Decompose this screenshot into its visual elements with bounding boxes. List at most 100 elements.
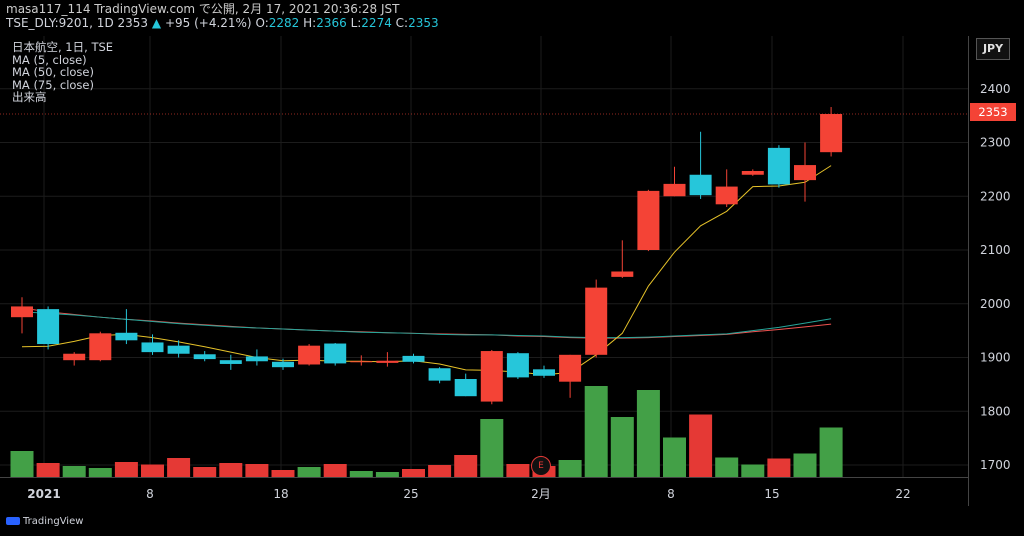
candle-body	[637, 190, 660, 250]
volume-bar	[141, 464, 164, 477]
volume-bar	[114, 462, 138, 477]
time-tick-label: 2月	[531, 487, 551, 501]
volume-bar	[219, 463, 243, 477]
candle-body	[480, 351, 503, 402]
volume-bar	[36, 463, 60, 477]
price-tick-label: 2300	[980, 136, 1011, 150]
close-label: C:	[395, 16, 409, 30]
volume-bar	[558, 460, 582, 477]
volume-bar	[428, 465, 452, 477]
candle-body	[11, 306, 33, 318]
volume-bar	[271, 470, 295, 477]
volume-bar	[689, 414, 713, 477]
volume-bar	[10, 451, 34, 477]
candle-body	[298, 345, 321, 365]
last-price-tag: 2353	[970, 103, 1016, 121]
up-arrow-icon: ▲	[151, 16, 162, 30]
change-value: +95 (+4.21%)	[164, 16, 252, 30]
volume-bar	[167, 458, 191, 477]
candle-body	[272, 361, 294, 368]
candle-body	[167, 345, 190, 354]
time-tick-label: 2021	[27, 487, 60, 501]
volume-bar	[636, 390, 660, 477]
price-tick-label: 1800	[980, 404, 1011, 418]
candle-body	[245, 356, 268, 362]
candle-body	[376, 360, 399, 363]
candle-body	[663, 183, 686, 197]
candle-body	[741, 170, 764, 175]
volume-bar	[62, 466, 86, 477]
candle-body	[193, 354, 216, 360]
close-value: 2353	[408, 16, 439, 30]
candle-body	[219, 360, 242, 364]
price-chart[interactable]: 1700 1800 1900 2000 2100 2200 2300 2400 2021 8 18 2…	[0, 36, 1024, 506]
volume-bar	[506, 464, 530, 477]
candle-body	[611, 271, 634, 277]
price-tick-label: 2200	[980, 189, 1011, 203]
chart-header: masa117_114 TradingView.com で公開, 2月 17, …	[6, 2, 1016, 36]
ma5-line	[21, 165, 832, 376]
publish-line: masa117_114 TradingView.com で公開, 2月 17, …	[6, 2, 400, 16]
candle-body	[715, 186, 738, 205]
tradingview-brand: TradingView	[23, 516, 84, 527]
volume-bar	[323, 464, 347, 477]
volume-bar	[193, 467, 217, 477]
time-tick-label: 8	[146, 487, 154, 501]
candle-body	[506, 353, 529, 378]
tradingview-logo-icon	[6, 517, 20, 525]
volume-bar	[584, 386, 608, 477]
high-label: H:	[303, 16, 317, 30]
price-tick-label: 2000	[980, 297, 1011, 311]
open-value: 2282	[268, 16, 300, 30]
candle-body	[402, 355, 425, 362]
price-tick-label: 1900	[980, 351, 1011, 365]
price-tick-label: 2100	[980, 243, 1011, 257]
ma50-line	[21, 311, 832, 339]
symbol-label: TSE_DLY:9201, 1D 2353	[6, 16, 149, 30]
currency-button[interactable]: JPY	[976, 38, 1010, 60]
candle-body	[767, 147, 790, 185]
candle-body	[37, 309, 60, 345]
open-label: O:	[255, 16, 269, 30]
candle-body	[454, 379, 477, 397]
candle-body	[115, 332, 138, 341]
volume-bar	[245, 464, 269, 477]
legend-ma5[interactable]: MA (5, close)	[12, 52, 87, 67]
earnings-event-badge[interactable]: E	[531, 456, 551, 476]
candle-body	[794, 165, 816, 181]
candle-body	[585, 287, 608, 355]
low-value: 2274	[361, 16, 392, 30]
time-tick-label: 8	[667, 487, 675, 501]
tradingview-logo[interactable]: TradingView	[6, 516, 83, 527]
legend-volume[interactable]: 出来高	[12, 90, 47, 105]
low-label: L:	[350, 16, 362, 30]
volume-bar	[715, 457, 739, 477]
time-tick-label: 22	[895, 487, 910, 501]
time-tick-label: 15	[764, 487, 779, 501]
price-tick-label: 1700	[980, 458, 1011, 472]
high-value: 2366	[316, 16, 347, 30]
legend-symbol[interactable]: 日本航空, 1日, TSE	[12, 40, 114, 54]
candle-body	[350, 361, 373, 363]
volume-bar	[793, 453, 817, 477]
candle-body	[324, 343, 347, 364]
candle-body	[559, 354, 582, 382]
candle-body	[89, 333, 112, 361]
volume-bar	[610, 417, 634, 477]
volume-bar	[349, 471, 373, 477]
legend-ma50[interactable]: MA (50, close)	[12, 65, 94, 80]
candle-body	[63, 353, 86, 361]
time-tick-label: 25	[403, 487, 418, 501]
volume-bar	[480, 419, 504, 477]
volume-bar	[402, 469, 425, 477]
ohlc-line: TSE_DLY:9201, 1D 2353 ▲ +95 (+4.21%) O:2…	[6, 16, 1016, 30]
volume-bar	[741, 464, 765, 477]
legend-ma75[interactable]: MA (75, close)	[12, 77, 94, 92]
volume-bar	[819, 427, 843, 477]
volume-bar	[297, 467, 321, 477]
volume-bar	[375, 472, 399, 477]
indicator-legend: 日本航空, 1日, TSE MA (5, close) MA (50, clos…	[12, 41, 113, 104]
volume-bar	[663, 437, 686, 477]
footer	[0, 506, 1024, 536]
price-tick-label: 2400	[980, 82, 1011, 96]
